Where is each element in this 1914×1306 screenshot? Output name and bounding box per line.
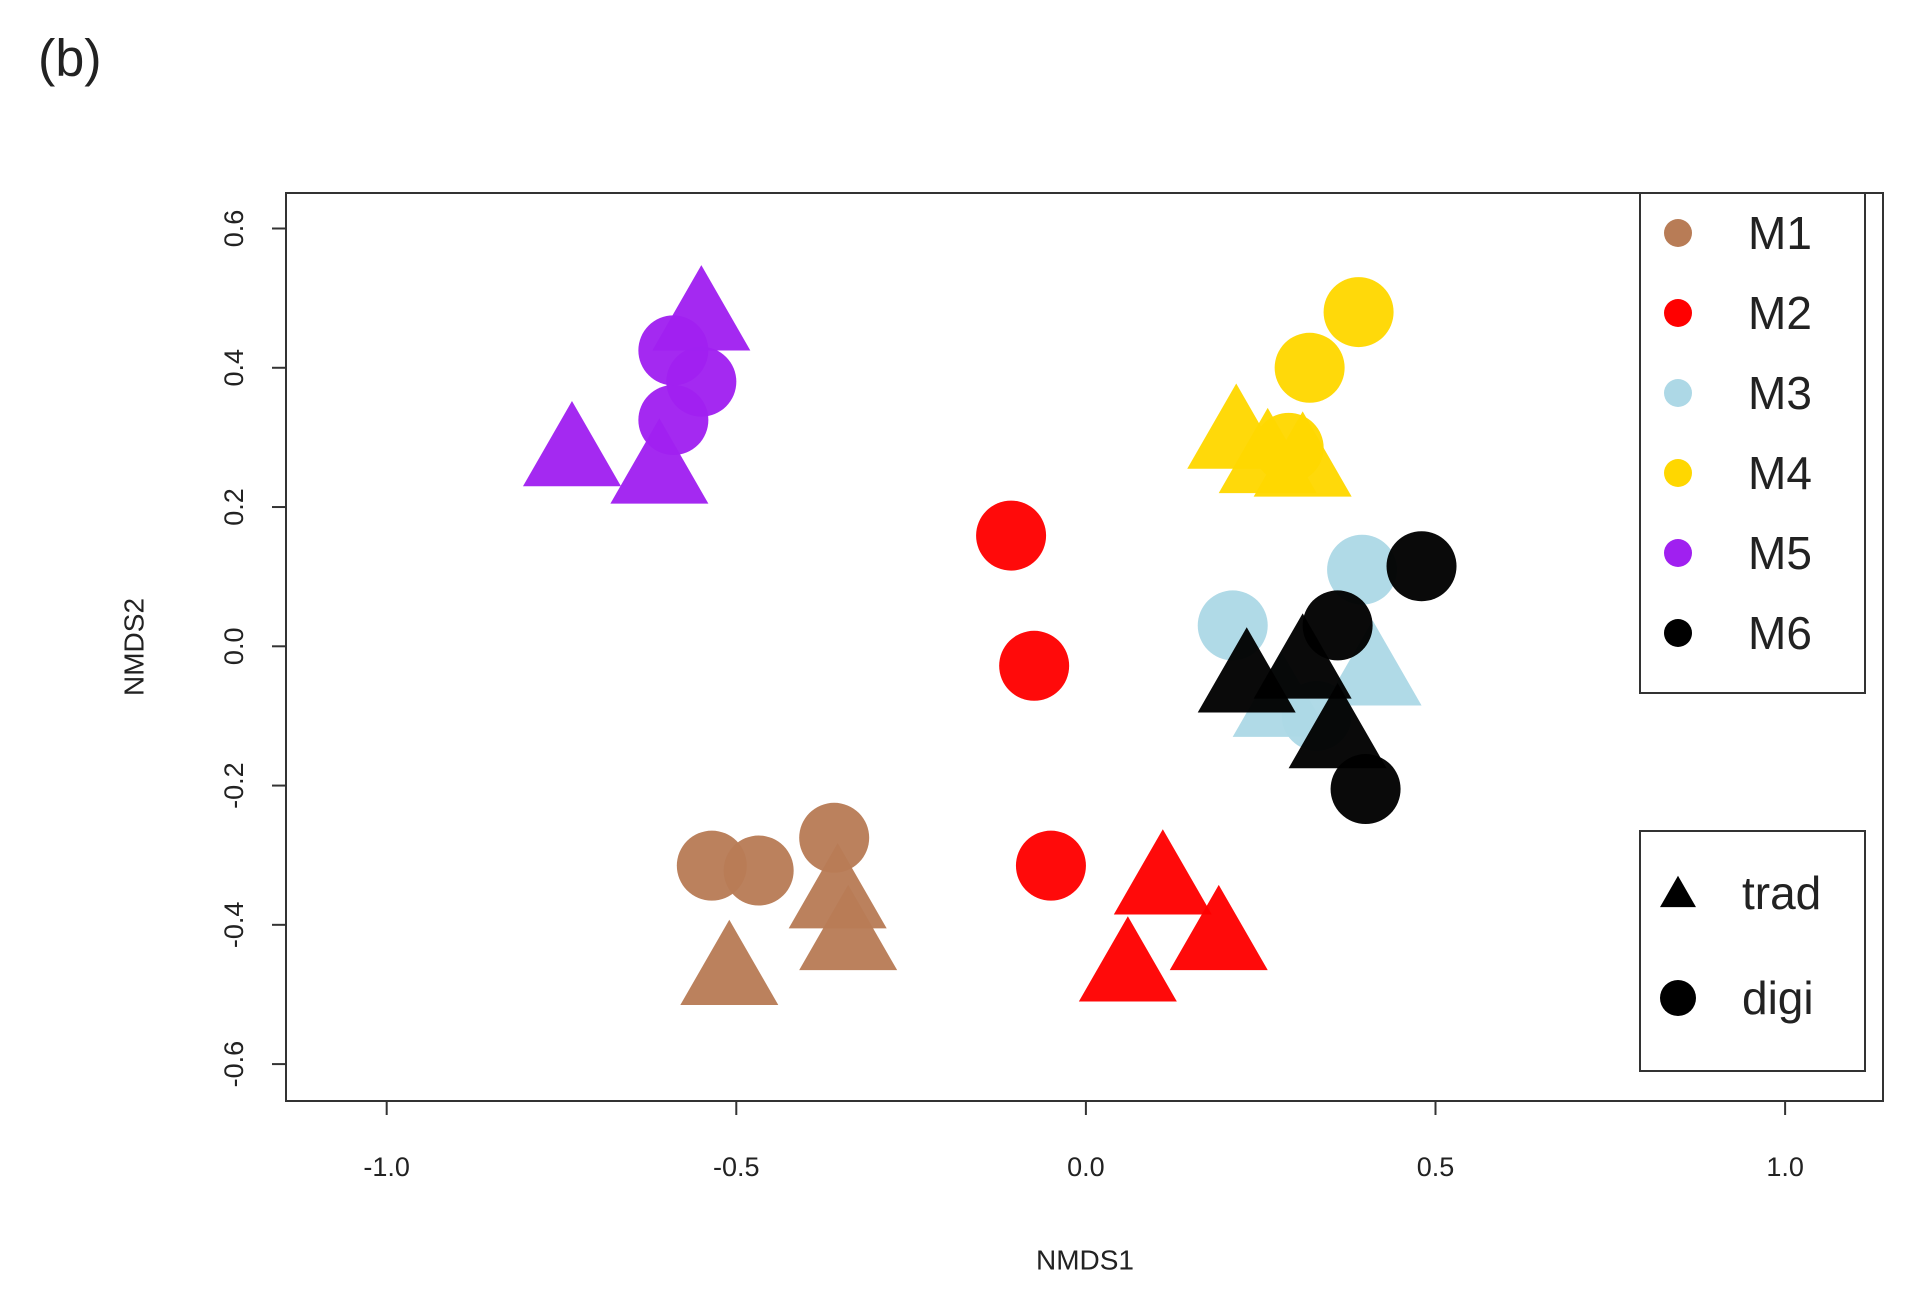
y-axis-label: NMDS2 <box>118 598 149 696</box>
y-tick-label: 0.2 <box>219 488 249 526</box>
triangle-point <box>1078 916 1177 1002</box>
legend-label: M1 <box>1748 207 1812 259</box>
triangle-point <box>1253 411 1352 497</box>
shape-legend-swatch <box>1660 980 1696 1016</box>
x-tick-label: 1.0 <box>1766 1152 1804 1182</box>
legend-label: M6 <box>1748 607 1812 659</box>
x-tick-label: -1.0 <box>363 1152 410 1182</box>
shape-legend-label: digi <box>1742 972 1814 1024</box>
circle-point <box>1386 531 1457 602</box>
legend-label: M4 <box>1748 447 1812 499</box>
triangle-point <box>1253 613 1352 699</box>
shape-legend-box <box>1639 830 1866 1072</box>
circle-point <box>1015 830 1086 901</box>
x-tick-label: 0.5 <box>1417 1152 1455 1182</box>
circle-point <box>1330 754 1401 825</box>
legend-swatch <box>1664 459 1692 487</box>
shape-legend-label: trad <box>1742 867 1821 919</box>
legend-swatch <box>1664 299 1692 327</box>
shape-legend-swatch <box>1660 875 1696 908</box>
circle-point <box>799 802 870 873</box>
triangle-point <box>1113 829 1212 915</box>
triangle-point <box>522 400 621 487</box>
legend-swatch <box>1664 219 1692 247</box>
circle-point <box>1302 590 1373 661</box>
legend-swatch <box>1664 619 1692 647</box>
circle-point <box>1323 277 1394 348</box>
legend-label: M2 <box>1748 287 1812 339</box>
triangle-point <box>1323 620 1422 706</box>
triangle-point <box>652 265 751 351</box>
legend-swatch <box>1664 539 1692 567</box>
y-tick-label: -0.4 <box>219 902 249 949</box>
legend-label: M5 <box>1748 527 1812 579</box>
y-tick-label: -0.2 <box>219 762 249 809</box>
triangle-point <box>1288 682 1387 769</box>
triangle-point <box>1169 884 1268 971</box>
legend-label: M3 <box>1748 367 1812 419</box>
x-tick-label: 0.0 <box>1067 1152 1105 1182</box>
y-tick-label: 0.0 <box>219 628 249 666</box>
legend-box <box>1639 192 1866 694</box>
y-tick-label: -0.6 <box>219 1041 249 1088</box>
legend-swatch <box>1664 379 1692 407</box>
x-axis-label: NMDS1 <box>1036 1244 1134 1275</box>
circle-point <box>976 500 1047 571</box>
panel-label: (b) <box>38 30 102 88</box>
circle-point <box>723 835 794 906</box>
x-tick-label: -0.5 <box>713 1152 760 1182</box>
circle-point <box>1274 332 1345 403</box>
triangle-point <box>799 884 898 971</box>
circle-point <box>999 630 1070 701</box>
triangle-point <box>680 919 779 1005</box>
y-tick-label: 0.4 <box>219 349 249 387</box>
triangle-point <box>610 418 709 504</box>
circle-point <box>1327 534 1398 605</box>
triangle-point <box>788 843 887 929</box>
y-tick-label: 0.6 <box>219 210 249 248</box>
